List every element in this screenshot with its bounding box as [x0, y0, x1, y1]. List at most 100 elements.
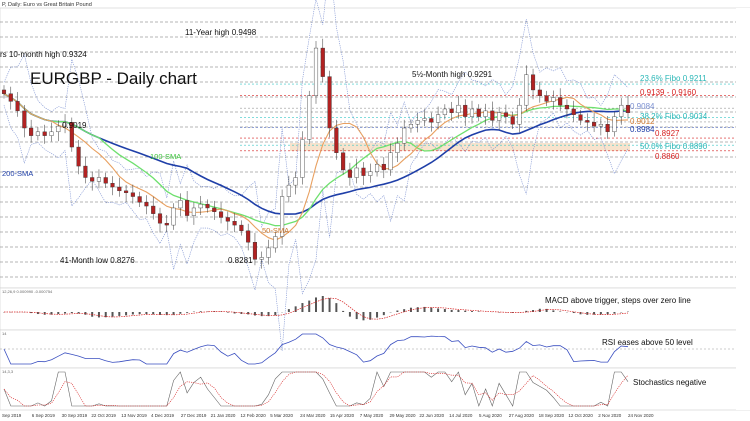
candle	[151, 196, 156, 220]
candle	[205, 199, 210, 213]
candle	[408, 119, 414, 133]
stochastic-d-line	[3, 371, 629, 407]
sma-200-line	[3, 93, 628, 215]
candle	[354, 158, 359, 184]
candle	[15, 92, 20, 117]
candle	[266, 239, 271, 265]
candle	[137, 191, 142, 208]
candle	[96, 169, 102, 189]
candle	[429, 112, 434, 132]
macd-bar	[274, 312, 277, 316]
candle	[1, 85, 7, 99]
x-tick-label: 14 Jul 2020	[449, 413, 473, 418]
sma-50-label: 50-SMA	[262, 226, 289, 235]
macd-bar	[118, 312, 121, 316]
macd-bar	[545, 308, 548, 312]
candle	[171, 203, 176, 230]
x-tick-label: 2 Nov 2020	[598, 413, 622, 418]
macd-signal-line	[4, 297, 629, 320]
candle	[69, 117, 74, 152]
macd-bar	[382, 312, 385, 316]
macd-bar	[328, 298, 331, 312]
stoch-panel	[0, 367, 750, 411]
macd-bar	[77, 312, 80, 314]
macd-bar	[437, 308, 440, 312]
candle	[395, 137, 400, 163]
rsi-line	[3, 333, 629, 365]
candle	[388, 143, 393, 176]
annotation-level-0-9019: 0.9019	[62, 121, 87, 130]
macd-bar	[131, 312, 134, 315]
macd-bar	[606, 312, 609, 315]
macd-bar	[308, 300, 311, 312]
candle	[42, 124, 47, 144]
macd-bar	[355, 312, 358, 320]
candle	[90, 171, 95, 191]
x-tick-label: 21 Jan 2020	[211, 413, 236, 418]
macd-bar	[247, 312, 250, 315]
macd-bar	[416, 307, 419, 312]
candle	[164, 215, 169, 233]
macd-bar	[538, 308, 541, 312]
candle	[232, 213, 237, 233]
candle	[8, 86, 13, 110]
candle	[198, 195, 203, 216]
macd-bar	[315, 297, 317, 312]
candle	[191, 202, 196, 225]
sma-100-line	[3, 93, 629, 227]
level-0-9139-0-9160: 0.9139 - 0.9160	[640, 88, 697, 97]
candle	[103, 172, 108, 188]
macd-bar	[532, 310, 535, 312]
sma-100-label: 100-SMA	[150, 152, 181, 161]
candle	[341, 148, 346, 175]
candle	[361, 162, 366, 185]
macd-bar	[396, 310, 399, 312]
candle	[544, 90, 549, 107]
candle	[286, 175, 291, 203]
candle	[619, 98, 624, 125]
macd-bar	[104, 312, 107, 318]
macd-bar	[552, 310, 555, 312]
x-tick-label: 29 May 2020	[390, 413, 417, 418]
macd-bar	[362, 312, 365, 321]
macd-bar	[369, 312, 372, 320]
level-0-8927: 0.8927	[655, 129, 680, 138]
x-tick-label: 13 Nov 2019	[121, 413, 147, 418]
candle	[436, 106, 441, 130]
x-tick-label: 30 Sep 2019	[62, 413, 88, 418]
x-tick-label: 24 Nov 2020	[628, 413, 654, 418]
macd-bar	[64, 312, 67, 314]
candle	[307, 90, 312, 145]
x-tick-label: 12 Feb 2020	[240, 413, 266, 418]
macd-bar	[559, 311, 562, 312]
candle	[368, 163, 373, 183]
candle	[259, 251, 264, 269]
x-tick-label: 22 Oct 2019	[91, 413, 116, 418]
level-fibo-38-2: 38.2% Fibo 0.9034	[640, 112, 708, 121]
candle	[469, 100, 475, 124]
candle	[293, 171, 298, 195]
chart-title: EURGBP - Daily chart	[30, 69, 197, 88]
level-0-9084: 0.9084	[630, 102, 655, 111]
x-axis-labels: Sep 2019 6 Sep 2019 30 Sep 2019 22 Oct 2019…	[2, 413, 654, 418]
macd-bar	[30, 312, 33, 314]
macd-bar	[471, 311, 473, 312]
candle	[517, 98, 522, 133]
level-fibo-23-6: 23.6% Fibo 0.9211	[640, 74, 707, 83]
candle	[381, 157, 386, 179]
candle	[497, 106, 502, 130]
macd-bar	[443, 309, 446, 312]
x-tick-label: 18 Sep 2020	[539, 413, 565, 418]
candle	[592, 112, 597, 133]
macd-comment: MACD above trigger, steps over zero line	[545, 296, 691, 305]
macd-bar	[464, 310, 467, 312]
stoch-params: 14,3,3	[2, 369, 14, 374]
bollinger-lower-band	[3, 105, 629, 351]
candle	[117, 177, 122, 197]
candle	[35, 127, 40, 141]
level-fibo-50-0: 50.0% Fibo 0.8890	[640, 142, 708, 151]
candle	[530, 68, 536, 100]
macd-bar	[348, 312, 351, 317]
candle	[300, 131, 305, 185]
candle	[524, 65, 529, 112]
